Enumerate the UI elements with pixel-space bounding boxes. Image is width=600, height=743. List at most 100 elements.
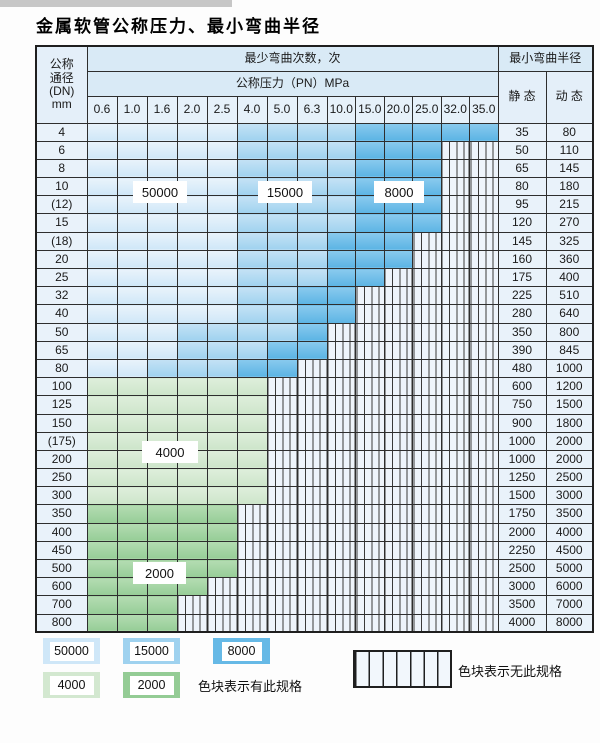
no-spec-cell bbox=[383, 304, 413, 324]
spec-cell-15000 bbox=[296, 249, 328, 270]
no-spec-cell bbox=[383, 595, 413, 615]
spec-cell-15000 bbox=[296, 267, 328, 288]
dn-cell: 15 bbox=[35, 213, 88, 233]
no-spec-cell bbox=[383, 522, 413, 542]
spec-cell-50000 bbox=[206, 231, 238, 251]
dynamic-value-cell: 180 bbox=[545, 177, 594, 197]
static-value-cell: 2250 bbox=[497, 540, 547, 561]
dn-cell: 65 bbox=[35, 340, 88, 360]
spec-cell-2000 bbox=[176, 540, 208, 561]
no-spec-cell bbox=[266, 377, 298, 397]
no-spec-cell bbox=[236, 613, 268, 633]
spec-cell-50000 bbox=[86, 267, 118, 288]
spec-cell-2000 bbox=[86, 595, 118, 615]
spec-cell-50000 bbox=[116, 267, 148, 288]
spec-cell-50000 bbox=[86, 195, 118, 215]
no-spec-cell bbox=[383, 540, 413, 561]
spec-cell-8000 bbox=[326, 231, 356, 251]
spec-cell-50000 bbox=[146, 140, 178, 160]
spec-cell-4000 bbox=[86, 395, 118, 415]
table-row: 300 1500 3000 bbox=[35, 486, 594, 506]
static-value-cell: 80 bbox=[497, 177, 547, 197]
spec-cell-15000 bbox=[266, 249, 298, 270]
spec-cell-2000 bbox=[116, 522, 148, 542]
table-row: 65 390 845 bbox=[35, 340, 594, 360]
spec-cell-4000 bbox=[176, 395, 208, 415]
no-spec-cell bbox=[469, 540, 499, 561]
no-spec-cell bbox=[440, 522, 470, 542]
spec-cell-8000 bbox=[296, 304, 328, 324]
no-spec-cell bbox=[469, 504, 499, 524]
legend-swatch-label: 8000 bbox=[221, 641, 262, 661]
no-spec-cell bbox=[326, 395, 356, 415]
no-spec-cell bbox=[469, 231, 499, 251]
table-row: 350 1750 3500 bbox=[35, 504, 594, 524]
table-row: 40 280 640 bbox=[35, 304, 594, 324]
dn-cell: 10 bbox=[35, 177, 88, 197]
spec-cell-2000 bbox=[86, 577, 118, 597]
dynamic-value-cell: 1800 bbox=[545, 413, 594, 433]
spec-cell-50000 bbox=[146, 213, 178, 233]
no-spec-cell bbox=[326, 577, 356, 597]
no-spec-cell bbox=[469, 468, 499, 488]
spec-cell-4000 bbox=[146, 486, 178, 506]
no-spec-cell bbox=[326, 322, 356, 342]
spec-cell-50000 bbox=[206, 195, 238, 215]
table-row: 700 3500 7000 bbox=[35, 595, 594, 615]
no-spec-cell bbox=[469, 558, 499, 579]
no-spec-cell bbox=[440, 340, 470, 360]
dynamic-value-cell: 1200 bbox=[545, 377, 594, 397]
no-spec-cell bbox=[469, 486, 499, 506]
no-spec-cell bbox=[383, 395, 413, 415]
table-row: 250 1250 2500 bbox=[35, 468, 594, 488]
no-spec-cell bbox=[355, 304, 385, 324]
spec-cell-4000 bbox=[176, 468, 208, 488]
no-spec-cell bbox=[296, 558, 328, 579]
static-value-cell: 600 bbox=[497, 377, 547, 397]
spec-cell-15000 bbox=[326, 140, 356, 160]
spec-cell-50000 bbox=[116, 213, 148, 233]
spec-cell-8000 bbox=[355, 158, 385, 179]
no-spec-cell bbox=[236, 558, 268, 579]
spec-cell-50000 bbox=[176, 249, 208, 270]
no-spec-cell bbox=[355, 449, 385, 470]
spec-cell-2000 bbox=[116, 504, 148, 524]
table-row: 8 65 145 bbox=[35, 158, 594, 179]
spec-cell-15000 bbox=[266, 122, 298, 142]
spec-cell-4000 bbox=[116, 486, 148, 506]
no-spec-cell bbox=[412, 304, 442, 324]
no-spec-cell bbox=[355, 413, 385, 433]
spec-cell-4000 bbox=[236, 431, 268, 451]
spec-cell-50000 bbox=[206, 213, 238, 233]
no-spec-cell bbox=[176, 613, 208, 633]
dn-cell: 450 bbox=[35, 540, 88, 561]
spec-cell-15000 bbox=[236, 322, 268, 342]
spec-cell-50000 bbox=[176, 122, 208, 142]
no-spec-cell bbox=[296, 540, 328, 561]
static-value-cell: 3500 bbox=[497, 595, 547, 615]
region-label-50000: 50000 bbox=[133, 181, 187, 203]
spec-cell-15000 bbox=[236, 122, 268, 142]
pressure-tick: 32.0 bbox=[440, 95, 470, 124]
no-spec-cell bbox=[296, 413, 328, 433]
spec-cell-15000 bbox=[176, 322, 208, 342]
no-spec-cell bbox=[326, 377, 356, 397]
no-spec-cell bbox=[440, 322, 470, 342]
table-row: 150 900 1800 bbox=[35, 413, 594, 433]
spec-cell-50000 bbox=[116, 158, 148, 179]
spec-cell-15000 bbox=[236, 213, 268, 233]
no-spec-cell bbox=[383, 413, 413, 433]
spec-cell-50000 bbox=[86, 249, 118, 270]
dynamic-value-cell: 5000 bbox=[545, 558, 594, 579]
no-spec-cell bbox=[296, 449, 328, 470]
no-spec-cell bbox=[236, 595, 268, 615]
spec-cell-4000 bbox=[86, 449, 118, 470]
pressure-tick: 1.6 bbox=[146, 95, 178, 124]
no-spec-cell bbox=[440, 195, 470, 215]
static-value-cell: 750 bbox=[497, 395, 547, 415]
no-spec-cell bbox=[412, 267, 442, 288]
spec-cell-4000 bbox=[206, 431, 238, 451]
dn-cell: 40 bbox=[35, 304, 88, 324]
no-spec-cell bbox=[355, 558, 385, 579]
spec-cell-50000 bbox=[116, 322, 148, 342]
